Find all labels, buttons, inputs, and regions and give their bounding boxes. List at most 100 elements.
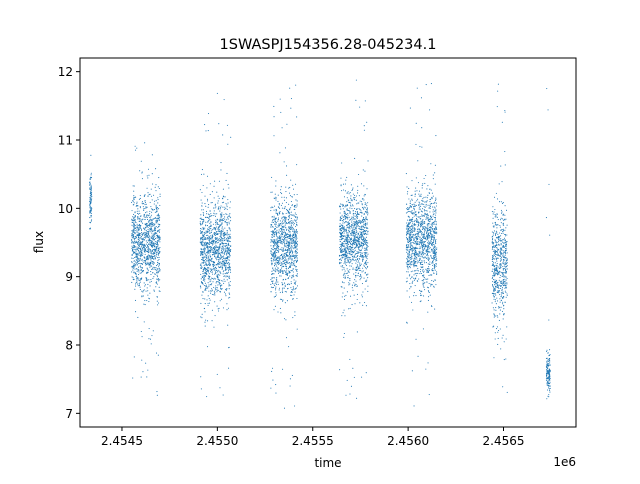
- data-point: [283, 217, 285, 219]
- data-point: [204, 288, 207, 290]
- data-point: [152, 209, 154, 211]
- data-point: [283, 228, 285, 230]
- data-point: [222, 263, 224, 265]
- data-point: [285, 229, 288, 231]
- data-point: [200, 173, 203, 175]
- data-point: [220, 272, 222, 274]
- data-point: [201, 232, 203, 234]
- data-point: [364, 288, 366, 290]
- data-point: [354, 215, 356, 217]
- data-point: [291, 277, 293, 279]
- data-point: [136, 210, 138, 212]
- data-point: [228, 288, 230, 290]
- data-point: [140, 252, 142, 254]
- data-point: [134, 230, 136, 232]
- data-point: [203, 257, 205, 259]
- data-point: [271, 234, 273, 236]
- data-point: [352, 188, 354, 190]
- data-point: [357, 243, 360, 245]
- data-point: [201, 294, 203, 296]
- data-point: [138, 273, 140, 276]
- data-point: [222, 230, 224, 232]
- data-point: [154, 241, 156, 243]
- data-point: [282, 236, 284, 238]
- data-point: [136, 233, 138, 235]
- data-point: [206, 264, 208, 266]
- data-point: [408, 187, 410, 190]
- data-point: [218, 238, 220, 241]
- data-point: [147, 254, 149, 256]
- data-point: [413, 260, 415, 262]
- data-point: [134, 225, 136, 227]
- data-point: [89, 178, 92, 180]
- data-point: [201, 202, 203, 204]
- data-point: [425, 215, 428, 217]
- data-point: [203, 284, 205, 287]
- data-point: [139, 252, 141, 254]
- data-point: [366, 239, 368, 242]
- data-point: [355, 272, 357, 274]
- data-point: [214, 248, 216, 250]
- data-point: [359, 252, 361, 254]
- data-point: [434, 207, 436, 209]
- data-point: [344, 206, 346, 208]
- data-point: [145, 212, 147, 214]
- data-point: [219, 257, 221, 259]
- data-point: [289, 233, 291, 235]
- data-point: [132, 231, 134, 234]
- data-point: [272, 233, 274, 235]
- data-point: [284, 285, 286, 287]
- data-point: [357, 189, 359, 191]
- data-point: [155, 221, 157, 223]
- data-point: [224, 257, 226, 259]
- data-point: [287, 247, 289, 249]
- data-point: [132, 250, 134, 252]
- data-point: [220, 207, 222, 209]
- data-point: [135, 205, 137, 207]
- data-point: [213, 290, 215, 292]
- data-point: [134, 261, 137, 263]
- data-point: [136, 255, 138, 257]
- data-point: [139, 288, 141, 291]
- data-point: [290, 237, 292, 239]
- data-point: [286, 242, 288, 244]
- data-point: [134, 264, 136, 266]
- data-point: [154, 246, 156, 248]
- data-point: [158, 177, 160, 179]
- data-point: [294, 183, 297, 185]
- data-point: [283, 318, 286, 320]
- data-point: [90, 193, 92, 195]
- data-point: [211, 248, 213, 250]
- data-point: [280, 111, 282, 113]
- data-point: [358, 251, 360, 253]
- data-point: [350, 260, 352, 262]
- data-point: [282, 233, 284, 235]
- data-point: [367, 214, 369, 216]
- data-point: [91, 219, 93, 221]
- data-point: [90, 172, 92, 174]
- data-point: [89, 212, 91, 214]
- data-point: [213, 278, 215, 280]
- data-point: [211, 244, 214, 246]
- data-point: [221, 250, 223, 252]
- data-point: [228, 275, 230, 277]
- data-point: [273, 241, 275, 243]
- data-point: [139, 226, 141, 228]
- data-point: [292, 184, 294, 186]
- data-point: [89, 206, 91, 208]
- data-point: [358, 258, 360, 260]
- data-point: [133, 190, 135, 192]
- data-point: [288, 242, 290, 245]
- data-point: [344, 270, 346, 272]
- data-point: [344, 256, 346, 258]
- data-point: [271, 287, 273, 289]
- data-point: [156, 243, 158, 245]
- data-point: [291, 264, 293, 266]
- data-point: [283, 196, 285, 198]
- data-point: [134, 256, 136, 259]
- data-point: [220, 219, 222, 222]
- data-point: [147, 294, 149, 296]
- data-point: [136, 268, 138, 270]
- data-point: [152, 250, 154, 252]
- data-point: [208, 297, 210, 300]
